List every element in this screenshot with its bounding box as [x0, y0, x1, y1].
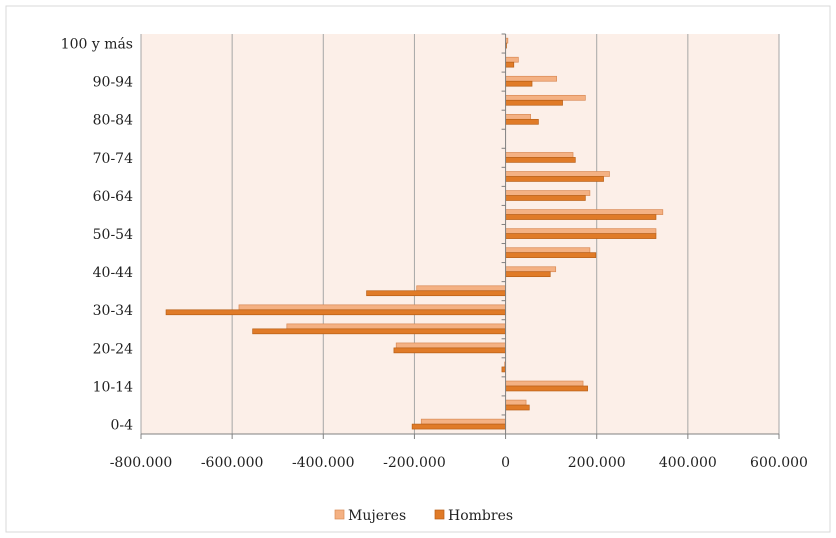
y-tick-label: 40-44: [93, 265, 133, 281]
bar-hombres-10-14: [505, 385, 588, 392]
bar-mujeres-90-94: [505, 75, 557, 82]
bar-hombres-20-24: [393, 347, 506, 354]
bar-hombres-30-34: [165, 309, 506, 316]
bar-hombres-40-44: [505, 271, 551, 278]
bar-hombres-85-89: [505, 99, 563, 106]
bar-mujeres-55-59: [505, 209, 664, 215]
y-tick-label: 100 y más: [61, 37, 133, 53]
legend-label-mujeres: Mujeres: [348, 508, 406, 524]
bar-hombres-15-19: [501, 366, 506, 373]
bar-mujeres-35-39: [416, 285, 506, 292]
bar-mujeres-95-99: [505, 56, 519, 63]
x-tick-label: -800.000: [110, 455, 173, 471]
y-tick-label: 30-34: [93, 303, 133, 319]
plot-area: [141, 34, 779, 434]
bar-mujeres-85-89: [505, 94, 586, 101]
y-tick-label: 0-4: [110, 417, 133, 433]
bar-hombres-80-84: [505, 118, 539, 125]
y-tick-label: 60-64: [93, 189, 133, 205]
x-tick-label: -600.000: [201, 455, 264, 471]
bar-mujeres-30-34: [238, 304, 506, 311]
bar-hombres-60-64: [505, 195, 586, 201]
bar-mujeres-45-49: [505, 247, 591, 254]
bar-mujeres-40-44: [505, 266, 557, 273]
x-tick-label: 200.000: [568, 455, 626, 471]
y-tick-label: 70-74: [93, 151, 133, 167]
axes: [140, 33, 780, 439]
x-tick-label: -400.000: [292, 455, 355, 471]
bar-mujeres-20-24: [395, 342, 506, 349]
x-tick-label: 600.000: [750, 455, 808, 471]
y-tick-label: 20-24: [93, 341, 133, 357]
bar-hombres-55-59: [505, 214, 657, 220]
legend-swatch-mujeres: [334, 509, 345, 520]
bar-mujeres-5-9: [505, 399, 527, 406]
y-tick-label: 50-54: [93, 227, 133, 243]
bar-mujeres-50-54: [505, 228, 657, 234]
bar-mujeres-70-74: [505, 152, 574, 158]
bar-hombres-45-49: [505, 252, 597, 258]
legend-label-hombres: Hombres: [448, 508, 513, 524]
y-tick-labels: 0-4 10-14 20-24 30-34 40-44 50-54 60-64 70-74 80…: [61, 37, 133, 434]
bar-hombres-65-69: [505, 176, 604, 182]
bar-mujeres-25-29: [286, 323, 506, 330]
bar-hombres-90-94: [505, 80, 533, 87]
bars: [165, 37, 664, 430]
x-tick-label: -200.000: [383, 455, 446, 471]
x-tick-label: 400.000: [659, 455, 717, 471]
bar-hombres-0-4: [411, 423, 506, 430]
bar-mujeres-65-69: [505, 171, 610, 177]
bar-mujeres-60-64: [505, 190, 591, 196]
bar-mujeres-80-84: [505, 114, 531, 120]
x-tick-labels: -800.000 -600.000 -400.000 -200.000 0 200.000…: [110, 455, 808, 471]
bar-hombres-50-54: [505, 233, 657, 239]
bar-mujeres-10-14: [505, 380, 584, 387]
bar-hombres-5-9: [505, 404, 530, 411]
bar-hombres-95-99: [505, 61, 515, 68]
y-tick-label: 10-14: [93, 379, 133, 395]
bar-hombres-35-39: [366, 290, 506, 297]
bar-hombres-25-29: [252, 328, 506, 335]
y-tick-label: 80-84: [93, 113, 133, 129]
x-tick-label: 0: [501, 455, 510, 471]
legend-swatch-hombres: [434, 509, 445, 520]
bar-hombres-70-74: [505, 157, 576, 163]
legend: Mujeres Hombres: [334, 508, 513, 524]
y-tick-label: 90-94: [93, 75, 133, 91]
bar-mujeres-0-4: [420, 418, 506, 425]
